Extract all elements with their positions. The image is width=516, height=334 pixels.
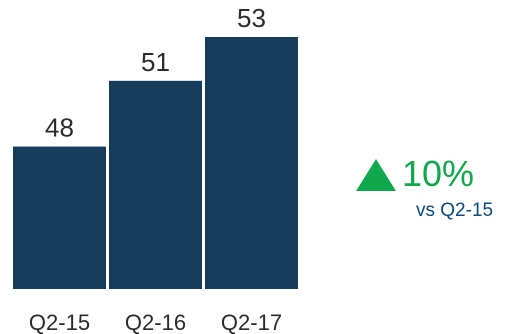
change-indicator: 10% vs Q2-15 (356, 152, 506, 222)
x-tick-label-q2-17: Q2-17 (221, 310, 282, 334)
bar-q2-17 (205, 37, 298, 289)
bar-q2-15 (13, 146, 106, 289)
data-label-q2-16: 51 (141, 47, 170, 77)
change-value: 10% (402, 153, 475, 194)
up-triangle-icon (356, 159, 396, 191)
change-reference: vs Q2-15 (416, 200, 494, 221)
x-tick-label-q2-16: Q2-16 (125, 310, 186, 334)
data-label-q2-15: 48 (45, 113, 74, 143)
change-row: 10% (356, 152, 506, 196)
data-label-q2-17: 53 (237, 3, 266, 33)
x-tick-label-q2-15: Q2-15 (29, 310, 90, 334)
bar-q2-16 (109, 80, 202, 290)
